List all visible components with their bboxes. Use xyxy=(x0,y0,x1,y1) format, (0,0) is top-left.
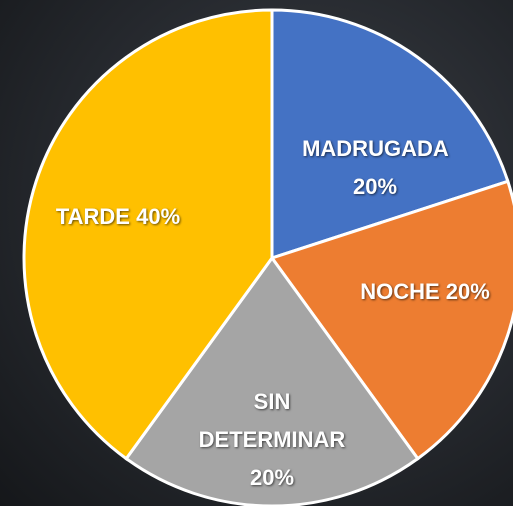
category-label: TARDE xyxy=(55,204,130,229)
category-label: MADRUGADA xyxy=(302,136,448,161)
pie-slice xyxy=(270,8,510,261)
value-label: 20% xyxy=(249,465,295,490)
category-label: SIN DETERMINAR xyxy=(198,389,346,452)
slice-label: MADRUGADA 20% xyxy=(280,130,470,206)
value-label: 20% xyxy=(352,174,398,199)
value-label: 20% xyxy=(445,279,490,304)
category-label: NOCHE xyxy=(360,279,440,304)
slice-label: NOCHE 20% xyxy=(325,273,513,311)
pie-slice xyxy=(22,8,274,461)
slice-label: TARDE 40% xyxy=(18,198,218,236)
slice-label: SIN DETERMINAR 20% xyxy=(187,383,357,497)
value-label: 40% xyxy=(136,204,181,229)
pie-slice xyxy=(269,179,513,461)
